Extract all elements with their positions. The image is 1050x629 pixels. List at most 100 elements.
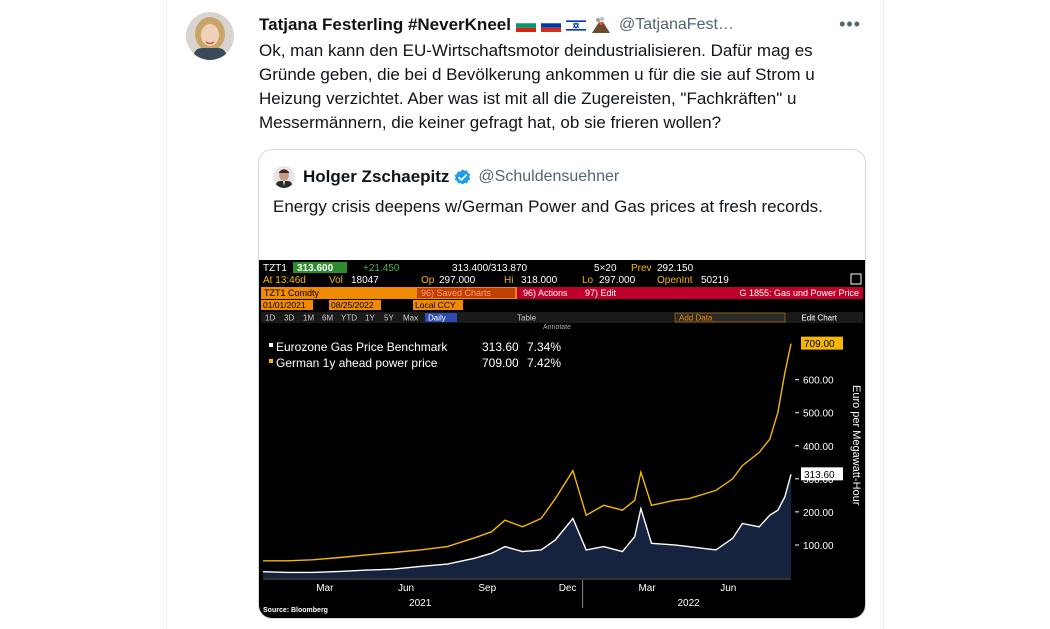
terminal-vol-label: Vol: [329, 275, 343, 286]
terminal-prev: 292.150: [657, 263, 694, 274]
terminal-lo: 297.000: [599, 275, 636, 286]
y-axis-panel: [795, 334, 865, 578]
terminal-ticker: TZT1: [263, 263, 287, 274]
quoted-tweet-text: Energy crisis deepens w/German Power and…: [273, 197, 823, 216]
legend-swatch-power: [269, 359, 273, 363]
x-tick-label: Jun: [398, 583, 414, 594]
series-line-power: [263, 343, 792, 562]
y-tick-label: 500.00: [803, 409, 834, 420]
last-value-label: 709.00: [804, 339, 835, 350]
period-button-ytd[interactable]: YTD: [341, 314, 357, 323]
terminal-prev-label: Prev: [631, 263, 652, 274]
edit-chart-button[interactable]: Edit Chart: [801, 314, 837, 323]
x-tick-label: Dec: [559, 583, 577, 594]
legend-power-label: German 1y ahead power price: [276, 356, 438, 370]
terminal-change: +21.450: [363, 263, 400, 274]
frequency-button[interactable]: [425, 313, 457, 322]
table-button[interactable]: Table: [517, 314, 537, 323]
y-tick-label: 100.00: [803, 541, 834, 552]
expand-icon[interactable]: [850, 273, 862, 285]
period-button-6m[interactable]: 6M: [322, 314, 333, 323]
actions-menu[interactable]: 96) Actions: [523, 288, 568, 298]
legend-power-pct: 7.42%: [527, 356, 561, 370]
period-button-5y[interactable]: 5Y: [384, 314, 394, 323]
y-axis-label: Euro per Megawatt-Hour: [850, 385, 862, 506]
tweet-text: Ok, man kann den EU-Wirtschaftsmotor dei…: [259, 41, 815, 132]
russia-flag-icon: [540, 18, 561, 32]
currency: Local CCY: [415, 300, 456, 310]
terminal-oi: 50219: [701, 275, 729, 286]
author-line: Tatjana Festerling #NeverKneel @TatjanaF…: [259, 14, 734, 36]
x-tick-label: Mar: [638, 583, 656, 594]
period-buttons: 1D 3D 1M 6M YTD 1Y 5Y Max: [265, 314, 418, 323]
terminal-hi-label: Hi: [504, 275, 513, 286]
period-button-1m[interactable]: 1M: [303, 314, 314, 323]
author-avatar[interactable]: [186, 12, 234, 60]
terminal-lo-label: Lo: [582, 275, 594, 286]
x-tick-label: Mar: [316, 583, 334, 594]
actions-bar: [517, 287, 863, 299]
terminal-op: 297.000: [439, 275, 476, 286]
add-data-field[interactable]: [674, 312, 786, 323]
legend-gas-label: Eurozone Gas Price Benchmark: [276, 340, 448, 354]
quoted-tweet[interactable]: Holger Zschaepitz @Schuldensuehner Energ…: [258, 149, 866, 619]
year-label: 2022: [677, 598, 700, 609]
terminal-oi-label: OpenInt: [657, 275, 693, 286]
y-tick-label: 200.00: [803, 508, 834, 519]
period-button-3d[interactable]: 3D: [284, 314, 294, 323]
terminal-hi: 318.000: [521, 275, 558, 286]
terminal-op-label: Op: [421, 275, 435, 286]
legend-gas-pct: 7.34%: [527, 340, 561, 354]
period-button-max[interactable]: Max: [403, 314, 418, 323]
chart-plot: 100.00200.00300.00400.00500.00600.00709.…: [262, 334, 865, 609]
frequency-label: Daily: [428, 314, 446, 323]
more-options-icon[interactable]: •••: [839, 14, 861, 34]
avatar-photo: [186, 12, 234, 60]
date-from: 01/01/2021: [263, 300, 306, 310]
legend-swatch-gas: [269, 343, 273, 347]
period-button-1d[interactable]: 1D: [265, 314, 275, 323]
edit-menu[interactable]: 97) Edit: [585, 288, 617, 298]
add-data-label: Add Data: [679, 314, 713, 323]
currency-field[interactable]: [413, 300, 463, 310]
last-value-box: [801, 467, 843, 481]
quoted-author-name[interactable]: Holger Zschaepitz: [303, 167, 450, 186]
bloomberg-chart-image[interactable]: TZT1 313.600 +21.450 313.400/313.870 5×2…: [259, 260, 865, 618]
terminal-bid-ask: 313.400/313.870: [452, 263, 528, 274]
quoted-avatar-photo: [273, 166, 295, 188]
tweet-column: Tatjana Festerling #NeverKneel @TatjanaF…: [166, 0, 884, 629]
x-tick-label: Jun: [720, 583, 736, 594]
legend-power-value: 709.00: [482, 356, 519, 370]
period-button-1y[interactable]: 1Y: [365, 314, 375, 323]
terminal-time: At 13:46d: [263, 275, 306, 286]
saved-charts-button[interactable]: [417, 288, 515, 298]
legend-gas-value: 313.60: [482, 340, 519, 354]
bulgaria-flag-icon: [515, 18, 536, 32]
terminal-last-price: 313.600: [297, 263, 334, 274]
quoted-author-handle[interactable]: @Schuldensuehner: [478, 168, 620, 185]
annotate-button[interactable]: Annotate: [543, 324, 571, 331]
volcano-icon: [591, 17, 610, 33]
last-value-label: 313.60: [804, 470, 835, 481]
date-to-field[interactable]: [329, 300, 381, 310]
terminal-size: 5×20: [594, 263, 617, 274]
quoted-author-line: Holger Zschaepitz @Schuldensuehner: [303, 166, 619, 188]
terminal-vol: 18047: [351, 275, 379, 286]
date-to: 08/25/2022: [331, 300, 374, 310]
chart-name: G 1855: Gas und Power Price: [739, 288, 859, 298]
date-from-field[interactable]: [261, 300, 313, 310]
y-tick-label: 400.00: [803, 442, 834, 453]
quoted-author-avatar[interactable]: [273, 166, 295, 188]
security-name[interactable]: TZT1 Comdty: [264, 288, 320, 298]
last-value-box: [801, 336, 843, 350]
series-line-gas: [262, 474, 792, 574]
saved-charts-label: 96) Saved Charts: [421, 288, 492, 298]
legend-box: [265, 338, 565, 372]
verified-badge-icon: [455, 168, 471, 185]
author-handle[interactable]: @TatjanaFest…: [618, 16, 734, 33]
y-tick-label: 600.00: [803, 376, 834, 387]
last-price-box: [293, 262, 347, 273]
israel-flag-icon: [565, 18, 586, 32]
author-name[interactable]: Tatjana Festerling #NeverKneel: [259, 15, 511, 34]
year-label: 2021: [409, 598, 432, 609]
